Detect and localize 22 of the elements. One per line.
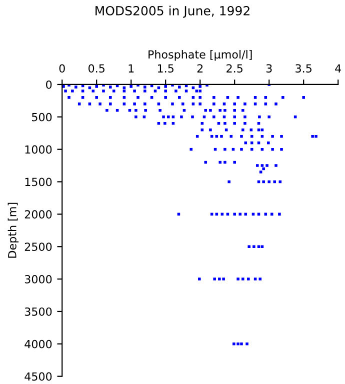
x-tick-label: 0.5 (88, 64, 104, 73)
chart-title: MODS2005 in June, 1992 (96, 6, 250, 18)
x-axis-title: Phosphate [μmol/l] (148, 50, 252, 61)
y-tick-label: 3000 (24, 275, 52, 284)
x-tick-label: 2 (197, 64, 203, 72)
y-axis-title: Depth [m] (8, 202, 19, 258)
x-tick-label: 2.5 (226, 64, 242, 73)
y-tick-label: 3500 (24, 307, 52, 316)
x-tick-label: 3 (266, 64, 272, 73)
y-tick-label: 2000 (24, 210, 52, 219)
x-tick-label: 1.5 (158, 64, 174, 73)
y-tick-label: 2500 (24, 242, 52, 251)
x-tick-label: 1 (128, 64, 134, 72)
y-tick-label: 1500 (25, 178, 52, 186)
y-tick-label: 4000 (24, 340, 52, 348)
y-tick-label: 0 (46, 80, 52, 89)
x-tick-label: 4 (335, 64, 342, 72)
y-tick-label: 500 (32, 112, 52, 122)
x-tick-label: 3.5 (296, 64, 312, 73)
x-tick-label: 0 (59, 64, 65, 73)
y-tick-label: 4500 (24, 372, 52, 381)
y-tick-label: 1000 (25, 145, 52, 154)
